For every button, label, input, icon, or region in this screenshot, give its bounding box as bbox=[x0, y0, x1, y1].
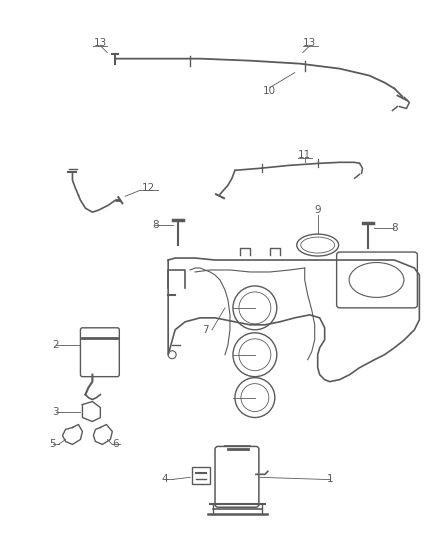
Text: 8: 8 bbox=[391, 223, 398, 233]
Text: 11: 11 bbox=[298, 150, 311, 160]
Text: 8: 8 bbox=[152, 220, 159, 230]
Text: 12: 12 bbox=[141, 183, 155, 193]
Text: 9: 9 bbox=[314, 205, 321, 215]
Text: 6: 6 bbox=[112, 439, 119, 449]
Text: 13: 13 bbox=[94, 38, 107, 48]
Text: 10: 10 bbox=[263, 86, 276, 95]
Text: 1: 1 bbox=[326, 474, 333, 484]
Text: 3: 3 bbox=[52, 407, 59, 416]
Text: 4: 4 bbox=[162, 474, 169, 484]
Text: 5: 5 bbox=[49, 439, 56, 449]
Text: 7: 7 bbox=[202, 325, 208, 335]
Text: 2: 2 bbox=[52, 340, 59, 350]
Text: 13: 13 bbox=[303, 38, 316, 48]
